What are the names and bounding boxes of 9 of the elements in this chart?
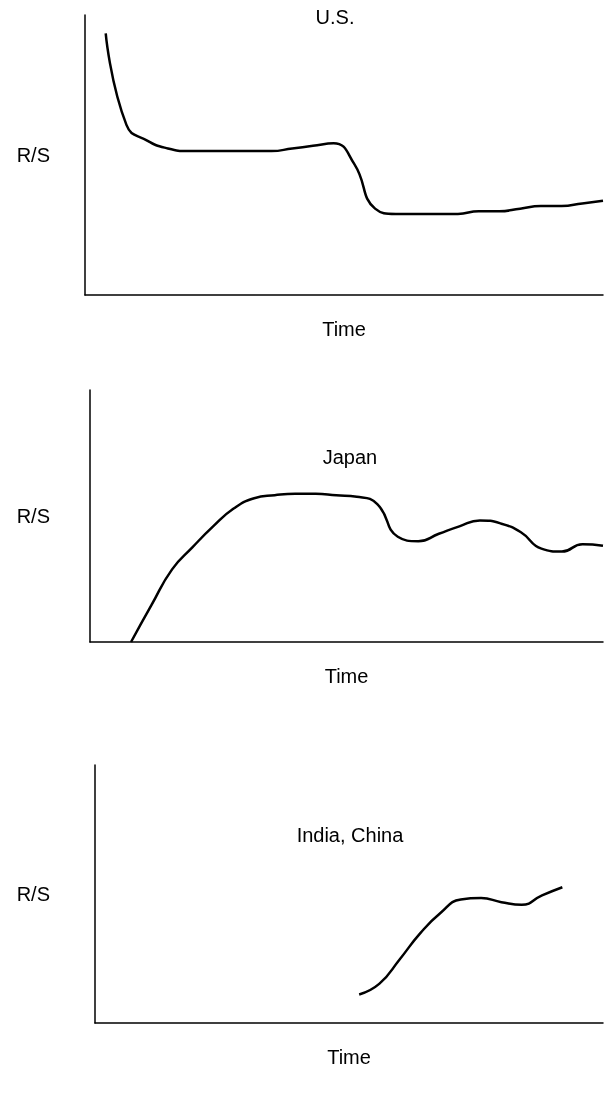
chart-title: U.S. (315, 6, 355, 28)
chart-title: Japan (322, 446, 378, 468)
y-axis-title: R/S (16, 144, 50, 166)
x-axis-title: Time (324, 665, 369, 687)
y-axis-title: R/S (16, 883, 50, 905)
x-axis-title: Time (322, 318, 366, 340)
chart-title: India, China (296, 824, 405, 846)
y-axis-title: R/S (16, 505, 50, 527)
x-axis-title: Time (327, 1046, 371, 1068)
